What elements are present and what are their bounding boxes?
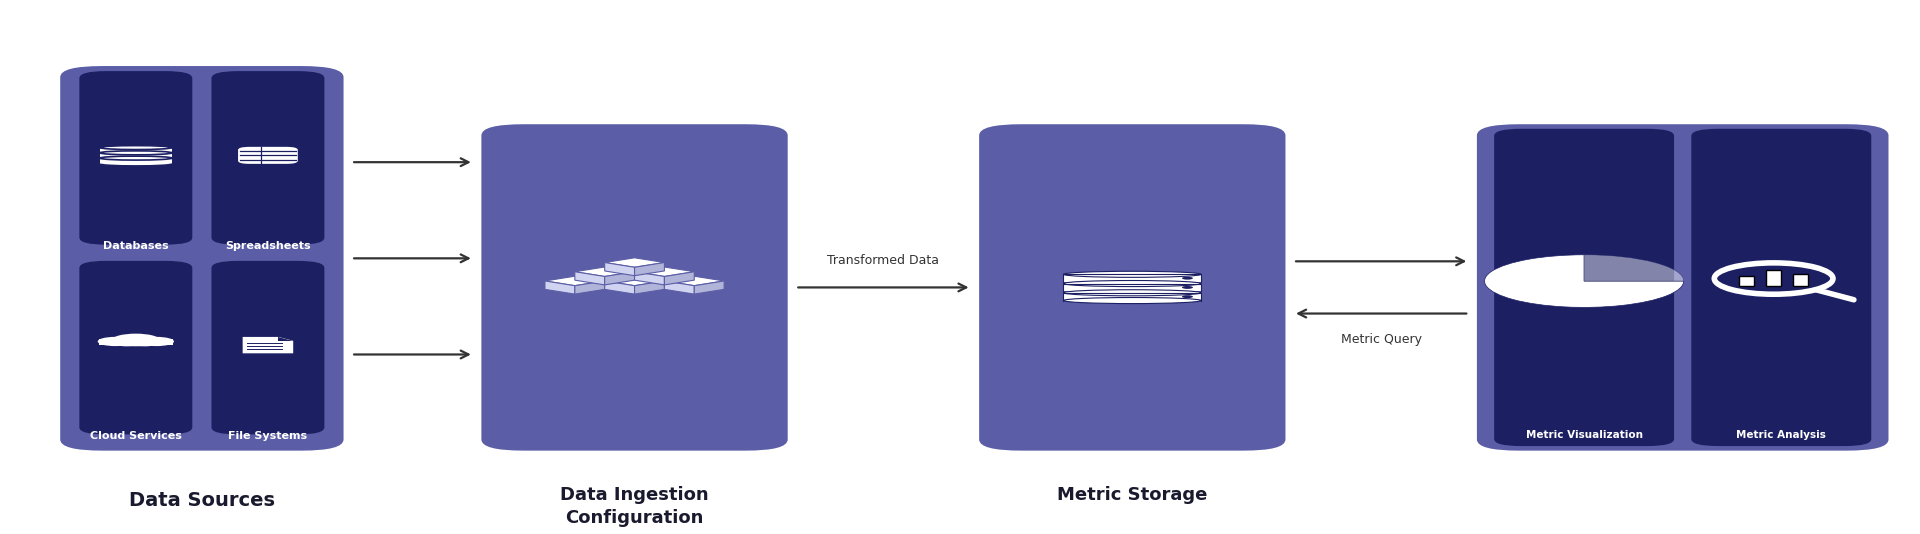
Polygon shape bbox=[634, 267, 695, 277]
Polygon shape bbox=[605, 272, 634, 285]
FancyBboxPatch shape bbox=[238, 147, 298, 164]
Polygon shape bbox=[634, 263, 664, 276]
Polygon shape bbox=[100, 147, 173, 153]
Polygon shape bbox=[605, 263, 634, 276]
Polygon shape bbox=[664, 272, 695, 285]
FancyBboxPatch shape bbox=[1476, 124, 1889, 451]
Wedge shape bbox=[1484, 255, 1684, 308]
Polygon shape bbox=[1064, 284, 1202, 292]
FancyBboxPatch shape bbox=[1494, 129, 1674, 446]
Circle shape bbox=[138, 337, 175, 346]
Polygon shape bbox=[574, 281, 605, 294]
Text: Spreadsheets: Spreadsheets bbox=[225, 241, 311, 251]
Polygon shape bbox=[605, 258, 664, 268]
Circle shape bbox=[113, 339, 140, 347]
Polygon shape bbox=[545, 281, 574, 294]
Polygon shape bbox=[545, 276, 605, 286]
Text: Data Ingestion
Configuration: Data Ingestion Configuration bbox=[561, 486, 708, 527]
Circle shape bbox=[111, 334, 159, 346]
FancyBboxPatch shape bbox=[1793, 274, 1809, 286]
Circle shape bbox=[98, 337, 132, 346]
FancyBboxPatch shape bbox=[979, 124, 1286, 451]
Circle shape bbox=[1183, 295, 1192, 298]
Ellipse shape bbox=[1064, 280, 1202, 287]
Text: Metric Storage: Metric Storage bbox=[1058, 486, 1208, 504]
Polygon shape bbox=[605, 276, 664, 286]
Polygon shape bbox=[605, 281, 634, 294]
Ellipse shape bbox=[100, 161, 173, 165]
Polygon shape bbox=[242, 337, 294, 354]
Text: Databases: Databases bbox=[104, 241, 169, 251]
FancyBboxPatch shape bbox=[79, 261, 192, 435]
FancyBboxPatch shape bbox=[211, 71, 324, 245]
Ellipse shape bbox=[100, 151, 173, 155]
Text: File Systems: File Systems bbox=[228, 430, 307, 441]
Polygon shape bbox=[664, 276, 724, 286]
Polygon shape bbox=[634, 281, 664, 294]
Ellipse shape bbox=[100, 156, 173, 160]
Polygon shape bbox=[664, 281, 695, 294]
Ellipse shape bbox=[1064, 290, 1202, 296]
Circle shape bbox=[131, 339, 159, 347]
FancyBboxPatch shape bbox=[79, 71, 192, 245]
Polygon shape bbox=[695, 281, 724, 294]
Text: Transformed Data: Transformed Data bbox=[828, 254, 939, 267]
Polygon shape bbox=[100, 339, 173, 345]
Text: Metric Visualization: Metric Visualization bbox=[1526, 430, 1644, 440]
Circle shape bbox=[1183, 286, 1192, 289]
Text: Metric Analysis: Metric Analysis bbox=[1736, 430, 1826, 440]
Polygon shape bbox=[1064, 274, 1202, 282]
Ellipse shape bbox=[1064, 271, 1202, 277]
Text: Cloud Services: Cloud Services bbox=[90, 430, 182, 441]
Polygon shape bbox=[1064, 293, 1202, 301]
FancyBboxPatch shape bbox=[211, 261, 324, 435]
Ellipse shape bbox=[1064, 297, 1202, 304]
FancyBboxPatch shape bbox=[60, 66, 344, 451]
FancyBboxPatch shape bbox=[1692, 129, 1872, 446]
Text: Metric Query: Metric Query bbox=[1340, 333, 1421, 346]
FancyBboxPatch shape bbox=[482, 124, 787, 451]
Polygon shape bbox=[100, 153, 173, 158]
FancyBboxPatch shape bbox=[1740, 276, 1755, 286]
Polygon shape bbox=[278, 337, 294, 341]
Wedge shape bbox=[1584, 255, 1684, 281]
FancyBboxPatch shape bbox=[1766, 270, 1782, 286]
Text: Data Sources: Data Sources bbox=[129, 491, 275, 510]
Polygon shape bbox=[100, 158, 173, 163]
Polygon shape bbox=[574, 272, 605, 285]
Circle shape bbox=[1183, 277, 1192, 280]
Ellipse shape bbox=[100, 146, 173, 150]
Polygon shape bbox=[634, 272, 664, 285]
Polygon shape bbox=[574, 267, 634, 277]
